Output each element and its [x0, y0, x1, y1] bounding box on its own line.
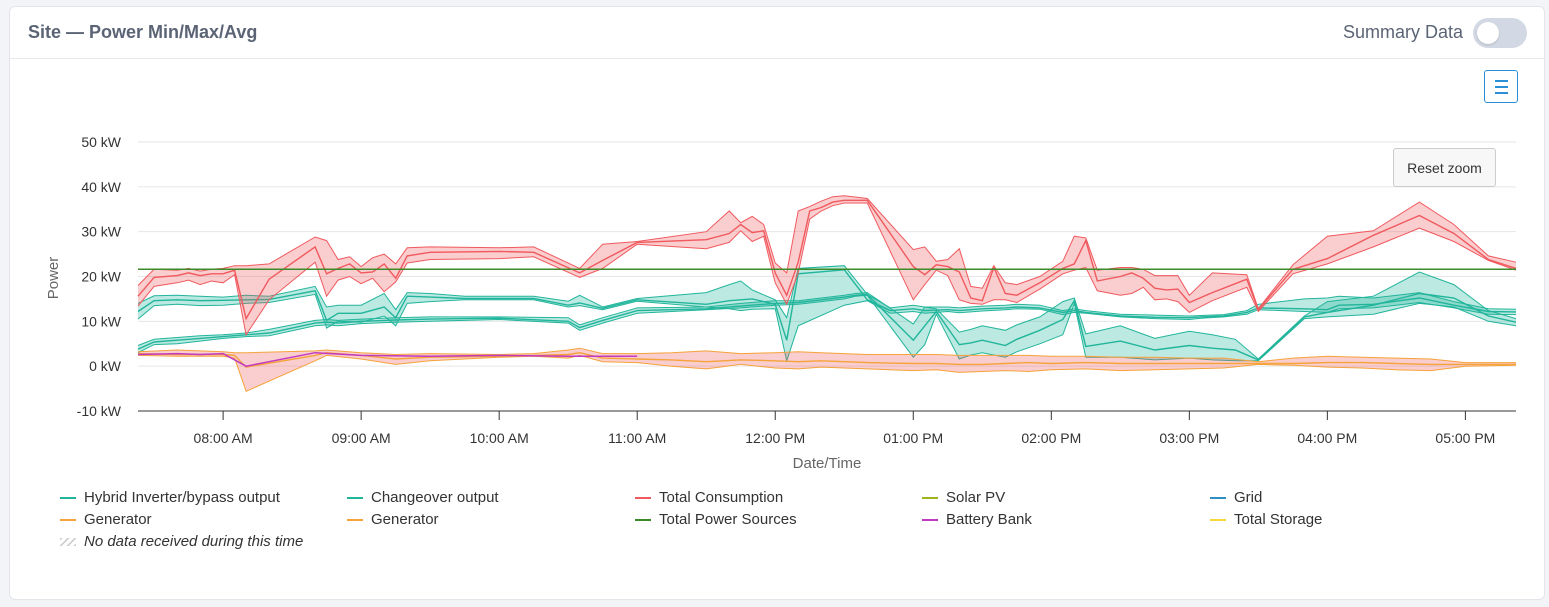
y-tick-label: 30 kW [81, 224, 121, 240]
series-max-line [137, 195, 1517, 310]
reset-zoom-button[interactable]: Reset zoom [1393, 148, 1496, 187]
x-tick-label: 09:00 AM [332, 430, 391, 446]
summary-toggle-group: Summary Data [1342, 17, 1527, 48]
series-avg-line [137, 199, 1517, 321]
series-min-line [137, 294, 1517, 362]
legend-swatch [1210, 518, 1226, 521]
legend-label: Generator [84, 511, 152, 528]
legend-item[interactable]: Total Consumption [635, 489, 783, 506]
legend-label: Generator [371, 511, 439, 528]
x-tick-label: 12:00 PM [745, 430, 805, 446]
y-tick-label: 10 kW [81, 313, 121, 329]
legend-item[interactable]: Generator [60, 511, 152, 528]
legend-label: Total Storage [1234, 511, 1323, 528]
y-tick-label: 20 kW [81, 269, 121, 285]
y-tick-label: 0 kW [89, 358, 122, 374]
legend-label: Changeover output [371, 489, 499, 506]
series-avg-line [137, 269, 1517, 341]
series-avg-line [137, 292, 1517, 361]
series-range-area [138, 272, 1516, 361]
legend-swatch [922, 496, 938, 499]
legend-swatch [347, 518, 363, 521]
chart-menu-button[interactable] [1484, 70, 1518, 103]
legend-label: Total Power Sources [659, 511, 797, 528]
x-tick-label: 08:00 AM [194, 430, 253, 446]
y-axis-title: Power [45, 257, 62, 300]
legend-item[interactable]: Hybrid Inverter/bypass output [60, 489, 280, 506]
legend-swatch [1210, 496, 1226, 499]
x-tick-label: 05:00 PM [1435, 430, 1495, 446]
legend-swatch [60, 496, 76, 499]
hamburger-menu-icon [1494, 78, 1508, 96]
x-tick-label: 10:00 AM [470, 430, 529, 446]
series-max-line [137, 265, 1517, 319]
series-min-line [137, 354, 1517, 392]
legend-label: Battery Bank [946, 511, 1032, 528]
legend-swatch [635, 496, 651, 499]
legend-item[interactable]: Solar PV [922, 489, 1005, 506]
legend-swatch [347, 496, 363, 499]
legend-item[interactable]: Total Storage [1210, 511, 1322, 528]
legend-item[interactable]: Grid [1210, 489, 1262, 506]
summary-data-toggle[interactable] [1473, 17, 1527, 48]
y-tick-label: 50 kW [81, 134, 121, 150]
no-data-pattern-icon [60, 537, 76, 546]
legend-item[interactable]: Battery Bank [922, 511, 1032, 528]
legend-label: Hybrid Inverter/bypass output [84, 489, 280, 506]
x-tick-label: 11:00 AM [608, 430, 666, 446]
x-tick-label: 04:00 PM [1297, 430, 1357, 446]
y-tick-label: -10 kW [77, 403, 122, 419]
legend-swatch [60, 518, 76, 521]
legend-item[interactable]: Total Power Sources [635, 511, 797, 528]
legend-swatch [635, 518, 651, 521]
series-min-line [137, 202, 1517, 337]
legend-label: Grid [1234, 489, 1263, 506]
summary-data-label: Summary Data [1342, 22, 1463, 42]
x-tick-label: 02:00 PM [1021, 430, 1081, 446]
x-tick-label: 03:00 PM [1159, 430, 1219, 446]
legend-item[interactable]: Generator [347, 511, 439, 528]
legend-label: Total Consumption [659, 489, 784, 506]
card-title: Site — Power Min/Max/Avg [28, 22, 258, 42]
y-tick-label: 40 kW [81, 179, 121, 195]
series-max-line [137, 347, 1516, 364]
legend-swatch [922, 518, 938, 521]
no-data-label: No data received during this time [84, 533, 304, 550]
legend-label: Solar PV [946, 489, 1006, 506]
series-line [137, 351, 638, 367]
legend-item[interactable]: Changeover output [347, 489, 499, 506]
x-tick-label: 01:00 PM [883, 430, 943, 446]
legend-no-data: No data received during this time [60, 533, 303, 550]
toggle-knob [1477, 21, 1499, 44]
series-max-line [137, 271, 1517, 360]
series-range-area [138, 348, 1516, 392]
card-header: Site — Power Min/Max/Avg Summary Data [10, 7, 1544, 59]
x-axis-title: Date/Time [793, 455, 862, 472]
